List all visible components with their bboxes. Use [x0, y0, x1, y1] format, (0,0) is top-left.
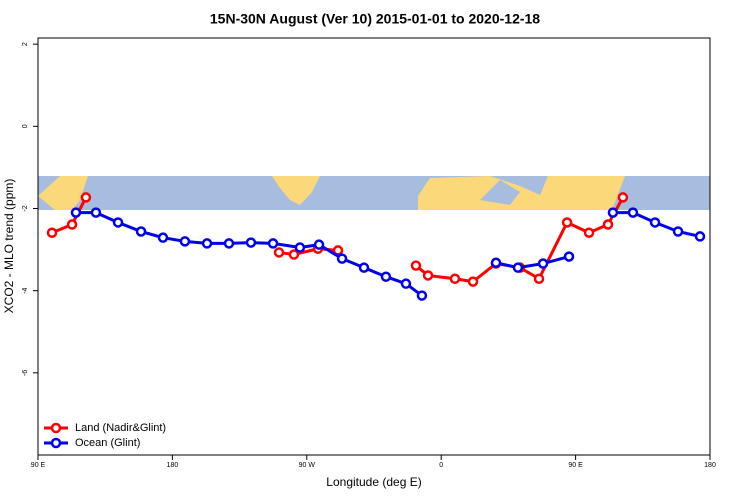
data-point [135, 226, 147, 237]
x-tick-label: 90 E [31, 462, 46, 469]
data-point [223, 238, 235, 249]
data-point [694, 231, 706, 242]
data-point [358, 262, 370, 273]
data-point [467, 276, 479, 287]
data-point [583, 227, 595, 238]
data-point [336, 253, 348, 264]
data-point [332, 245, 344, 256]
data-point [490, 257, 502, 268]
x-tick-label: 0 [439, 462, 443, 469]
legend-label: Land (Nadir&Glint) [75, 422, 166, 434]
y-tick-label: -6 [22, 370, 29, 376]
data-point [416, 290, 428, 301]
data-point [157, 232, 169, 243]
data-point [267, 238, 279, 249]
land-shape [272, 176, 320, 205]
y-tick-label: -4 [22, 287, 29, 293]
x-tick-label: 180 [704, 462, 716, 469]
data-point [201, 238, 213, 249]
data-point [533, 273, 545, 285]
y-tick-label: 0 [22, 124, 29, 128]
data-point [617, 192, 629, 203]
data-point [80, 192, 92, 203]
data-point [90, 207, 102, 218]
data-point [273, 247, 285, 258]
land-shape [38, 176, 88, 210]
data-point [46, 227, 58, 238]
x-tick-label: 90 E [568, 462, 583, 469]
x-tick-label: 180 [167, 462, 179, 469]
data-point [563, 251, 575, 262]
legend-marker [50, 422, 62, 434]
plot-frame [37, 37, 711, 456]
legend-marker [50, 437, 62, 449]
y-tick-label: -2 [22, 205, 29, 211]
data-point [672, 226, 684, 237]
data-point [380, 271, 392, 282]
y-tick-label: 2 [22, 42, 29, 46]
chart-title: 15N-30N August (Ver 10) 2015-01-01 to 20… [210, 11, 540, 27]
data-point [561, 217, 573, 228]
data-point [400, 278, 412, 289]
map-band [38, 176, 710, 210]
data-point [313, 239, 325, 250]
data-point [627, 207, 639, 218]
data-point [422, 270, 434, 281]
data-point [537, 258, 549, 269]
data-point [66, 219, 78, 230]
y-axis-label: XCO2 - MLO trend (ppm) [2, 179, 16, 314]
data-point [512, 262, 524, 273]
series-line [51, 196, 625, 284]
sea-shape [480, 180, 520, 205]
data-point [607, 207, 619, 218]
data-point [245, 237, 257, 248]
legend-label: Ocean (Glint) [75, 437, 140, 449]
data-point [602, 219, 614, 230]
data-point [649, 217, 661, 228]
data-point [112, 217, 124, 228]
land-shape [418, 176, 625, 210]
data-point [70, 207, 82, 218]
data-point [294, 242, 306, 253]
x-tick-label: 90 W [299, 462, 316, 469]
data-point [288, 249, 300, 260]
data-point [410, 260, 422, 271]
data-point [449, 273, 461, 285]
x-axis-label: Longitude (deg E) [326, 475, 421, 489]
data-point [179, 236, 191, 247]
